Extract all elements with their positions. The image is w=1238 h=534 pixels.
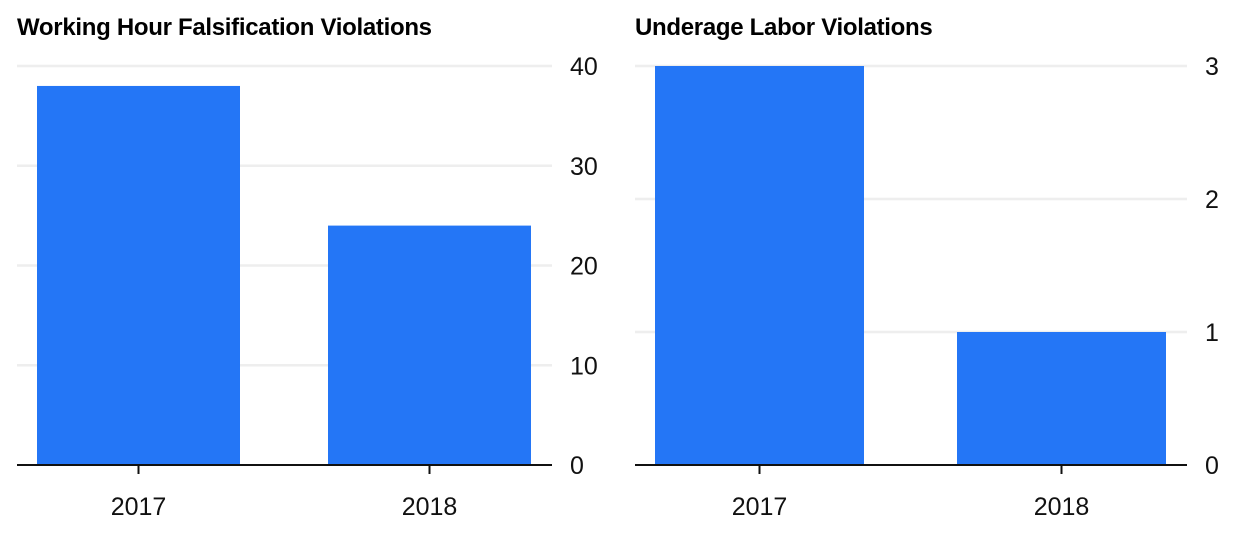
x-tick-label-working-hours-2017: 2017 (111, 493, 167, 521)
bar-underage-labor-2017 (655, 66, 864, 465)
bar-underage-labor-2018 (957, 332, 1166, 465)
y-tick-label-underage-labor-0: 0 (1205, 452, 1219, 480)
y-tick-label-underage-labor-1: 1 (1205, 319, 1219, 347)
y-tick-label-working-hours-20: 20 (570, 253, 598, 281)
y-tick-label-working-hours-40: 40 (570, 53, 598, 81)
bar-working-hours-2018 (328, 225, 531, 465)
chart-title-underage-labor: Underage Labor Violations (635, 14, 933, 41)
x-tick-label-underage-labor-2017: 2017 (732, 493, 788, 521)
y-tick-label-underage-labor-3: 3 (1205, 53, 1219, 81)
y-tick-label-working-hours-10: 10 (570, 352, 598, 380)
y-tick-label-working-hours-30: 30 (570, 153, 598, 181)
x-tick-label-underage-labor-2018: 2018 (1034, 493, 1090, 521)
bar-working-hours-2017 (37, 85, 240, 465)
y-tick-label-working-hours-0: 0 (570, 452, 584, 480)
chart-title-working-hours: Working Hour Falsification Violations (17, 14, 432, 41)
x-tick-label-working-hours-2018: 2018 (402, 493, 458, 521)
y-tick-label-underage-labor-2: 2 (1205, 186, 1219, 214)
